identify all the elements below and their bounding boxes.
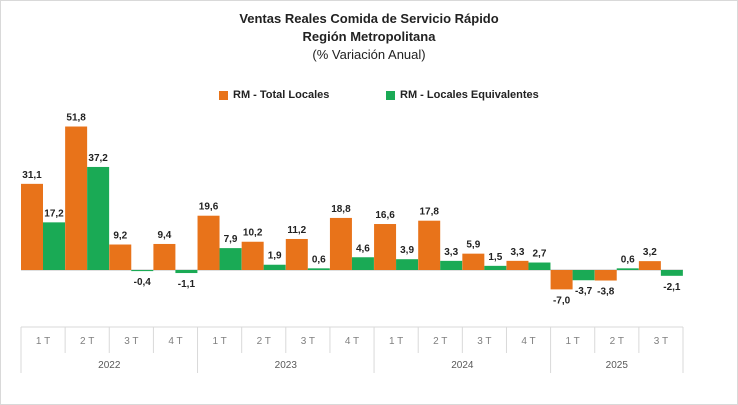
bar-total-locales xyxy=(418,220,441,270)
data-label: -3,7 xyxy=(575,286,593,297)
x-tick-label: 2 T xyxy=(257,336,271,347)
data-label: 3,2 xyxy=(643,247,657,258)
data-label: 19,6 xyxy=(199,202,219,213)
data-label: -0,4 xyxy=(134,277,152,288)
x-tick-label: 2 T xyxy=(610,336,624,347)
legend-item-total-locales: RM - Total Locales xyxy=(219,89,329,101)
data-label: 9,4 xyxy=(157,230,171,241)
data-label: 7,9 xyxy=(224,234,238,245)
bar-locales-equivalentes xyxy=(87,166,110,270)
x-tick-label: 2 T xyxy=(80,336,94,347)
data-label: 3,3 xyxy=(511,247,525,258)
data-label: 51,8 xyxy=(66,113,86,124)
legend-label-total-locales: RM - Total Locales xyxy=(233,89,330,101)
x-tick-label: 1 T xyxy=(36,336,50,347)
bar-locales-equivalentes xyxy=(396,259,419,270)
data-label: -7,0 xyxy=(553,295,571,306)
x-tick-label: 3 T xyxy=(124,336,138,347)
data-label: 4,6 xyxy=(356,243,370,254)
bar-locales-equivalentes xyxy=(484,265,507,270)
bar-locales-equivalentes xyxy=(219,248,242,270)
bar-total-locales xyxy=(329,217,352,270)
legend-label-locales-equivalentes: RM - Locales Equivalentes xyxy=(400,89,539,101)
bar-locales-equivalentes xyxy=(351,257,374,270)
chart-subtitle-units: (% Variación Anual) xyxy=(312,47,426,62)
x-tick-label: 2 T xyxy=(433,336,447,347)
data-label: 3,3 xyxy=(444,247,458,258)
chart-title: Ventas Reales Comida de Servicio Rápido xyxy=(239,11,499,26)
data-label: -1,1 xyxy=(178,279,196,290)
x-tick-label: 1 T xyxy=(389,336,403,347)
data-label: 11,2 xyxy=(287,225,306,236)
bar-locales-equivalentes xyxy=(660,270,683,276)
year-group-label: 2023 xyxy=(275,360,298,371)
bar-locales-equivalentes xyxy=(307,268,330,270)
data-label: 3,9 xyxy=(400,245,414,256)
x-tick-label: 4 T xyxy=(521,336,535,347)
x-tick-label: 3 T xyxy=(477,336,491,347)
bar-locales-equivalentes xyxy=(572,270,595,281)
x-tick-label: 3 T xyxy=(654,336,668,347)
data-label: 18,8 xyxy=(331,204,351,215)
bar-total-locales xyxy=(462,253,485,270)
bar-total-locales xyxy=(550,270,573,290)
data-label: 17,8 xyxy=(419,207,439,218)
bar-locales-equivalentes xyxy=(131,270,154,272)
bar-total-locales xyxy=(153,243,176,270)
data-label: 0,6 xyxy=(312,254,326,265)
data-label: 37,2 xyxy=(88,153,108,164)
bar-locales-equivalentes xyxy=(43,222,65,270)
bar-locales-equivalentes xyxy=(528,262,551,270)
bar-locales-equivalentes xyxy=(175,270,198,274)
bar-total-locales xyxy=(197,215,220,270)
bar-total-locales xyxy=(241,241,264,270)
data-label: 17,2 xyxy=(44,208,64,219)
legend-item-locales-equivalentes: RM - Locales Equivalentes xyxy=(386,89,539,101)
bar-total-locales xyxy=(285,238,308,270)
bar-total-locales xyxy=(374,224,397,270)
legend-swatch-total-locales xyxy=(219,90,228,100)
data-label: 2,7 xyxy=(533,249,547,260)
year-group-label: 2022 xyxy=(98,360,121,371)
bar-total-locales xyxy=(65,126,88,270)
data-label: -3,8 xyxy=(597,287,615,298)
data-label: 1,9 xyxy=(268,251,282,262)
legend-swatch-locales-equivalentes xyxy=(386,90,395,100)
year-group-label: 2025 xyxy=(606,360,629,371)
chart-subtitle: Región Metropolitana xyxy=(302,29,436,44)
data-label: 10,2 xyxy=(243,228,263,239)
year-group-label: 2024 xyxy=(451,360,474,371)
bar-total-locales xyxy=(638,261,661,270)
bar-total-locales xyxy=(21,183,43,270)
bar-locales-equivalentes xyxy=(616,268,639,270)
x-tick-label: 1 T xyxy=(212,336,226,347)
data-label: 16,6 xyxy=(375,210,395,221)
bar-total-locales xyxy=(506,260,529,270)
data-label: 1,5 xyxy=(488,252,502,263)
bar-total-locales xyxy=(109,244,132,270)
x-tick-label: 4 T xyxy=(168,336,182,347)
data-label: -2,1 xyxy=(663,282,681,293)
data-label: 9,2 xyxy=(113,231,127,242)
data-label: 31,1 xyxy=(22,170,42,181)
x-tick-label: 1 T xyxy=(566,336,580,347)
data-label: 0,6 xyxy=(621,254,635,265)
bar-total-locales xyxy=(594,270,617,281)
bar-locales-equivalentes xyxy=(263,264,286,270)
bar-locales-equivalentes xyxy=(440,260,463,270)
data-label: 5,9 xyxy=(466,240,480,251)
x-tick-label: 3 T xyxy=(301,336,315,347)
x-tick-label: 4 T xyxy=(345,336,359,347)
